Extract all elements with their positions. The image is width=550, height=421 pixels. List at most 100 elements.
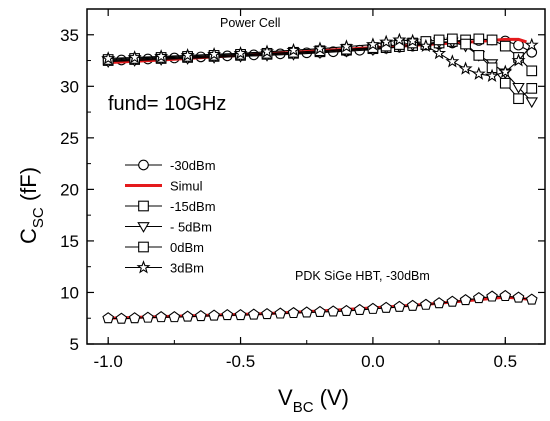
data-point bbox=[234, 309, 247, 321]
data-point bbox=[524, 37, 539, 52]
data-point bbox=[473, 50, 485, 61]
data-point bbox=[511, 53, 526, 67]
data-point bbox=[207, 47, 222, 61]
legend-label: -15dBm bbox=[170, 199, 216, 214]
data-point bbox=[418, 38, 433, 53]
data-point bbox=[260, 44, 275, 58]
y-tick-label: 25 bbox=[60, 129, 79, 148]
data-point bbox=[405, 33, 420, 47]
legend-item: 0dBm bbox=[125, 240, 204, 255]
data-point bbox=[512, 82, 525, 94]
data-point bbox=[137, 222, 150, 233]
data-point bbox=[312, 41, 327, 55]
data-point bbox=[379, 34, 394, 48]
data-point bbox=[458, 61, 473, 75]
data-point bbox=[181, 310, 194, 322]
data-point bbox=[127, 50, 142, 64]
data-point bbox=[101, 51, 116, 65]
data-point bbox=[486, 290, 498, 302]
data-point bbox=[339, 39, 354, 53]
data-point bbox=[393, 300, 406, 312]
series-layer bbox=[101, 32, 539, 324]
data-point bbox=[446, 295, 459, 307]
data-point bbox=[406, 299, 419, 311]
data-point bbox=[367, 302, 379, 314]
data-point bbox=[115, 312, 128, 324]
data-point bbox=[526, 65, 538, 77]
data-point bbox=[526, 83, 538, 94]
data-point bbox=[445, 54, 460, 68]
data-point bbox=[473, 33, 485, 45]
data-point bbox=[499, 40, 511, 52]
y-tick-label: 5 bbox=[70, 335, 79, 354]
legend-item: -15dBm bbox=[125, 199, 216, 214]
data-point bbox=[261, 307, 273, 320]
data-point bbox=[365, 37, 380, 51]
data-point bbox=[208, 309, 220, 321]
data-point bbox=[432, 45, 447, 60]
plot-frame bbox=[86, 8, 546, 345]
y-tick-label: 20 bbox=[60, 180, 79, 199]
data-point bbox=[498, 64, 513, 78]
data-point bbox=[340, 304, 353, 316]
data-point bbox=[433, 297, 445, 309]
x-tick-label: 0.5 bbox=[493, 352, 517, 371]
x-tick-label: -1.0 bbox=[94, 352, 123, 371]
data-point bbox=[168, 311, 181, 323]
x-tick-label: 0.0 bbox=[361, 352, 385, 371]
y-axis-title: CSC (fF) bbox=[16, 167, 47, 244]
data-point bbox=[155, 311, 167, 323]
data-point bbox=[247, 308, 260, 320]
axis-ticks: -1.0 -0.5 0.0 0.5 5 10 15 20 25 30 35 bbox=[60, 9, 545, 371]
series bbox=[101, 32, 539, 82]
data-point bbox=[525, 97, 538, 109]
data-point bbox=[138, 159, 149, 171]
annotation-pdk: PDK SiGe HBT, -30dBm bbox=[295, 269, 430, 283]
data-point bbox=[180, 48, 195, 62]
data-point bbox=[138, 241, 149, 253]
data-point bbox=[274, 307, 287, 319]
data-point bbox=[221, 309, 234, 321]
data-point bbox=[459, 294, 472, 306]
data-point bbox=[138, 200, 149, 212]
data-point bbox=[513, 93, 524, 105]
data-point bbox=[195, 310, 207, 322]
data-point bbox=[136, 260, 151, 274]
x-axis-title: VBC (V) bbox=[278, 385, 349, 416]
y-tick-label: 15 bbox=[60, 232, 79, 251]
legend-item: - 5dBm bbox=[125, 220, 212, 235]
data-point bbox=[525, 293, 538, 305]
data-point bbox=[471, 66, 486, 80]
data-point bbox=[392, 32, 407, 46]
data-point bbox=[499, 289, 512, 302]
annotation-power-cell: Power Cell bbox=[220, 16, 280, 30]
legend-label: -30dBm bbox=[170, 158, 216, 173]
legend-label: 0dBm bbox=[170, 240, 204, 255]
legend-item: 3dBm bbox=[125, 260, 204, 276]
y-tick-label: 10 bbox=[60, 283, 79, 302]
legend-item: -30dBm bbox=[125, 158, 216, 173]
data-point bbox=[102, 312, 115, 324]
x-tick-label: -0.5 bbox=[226, 352, 255, 371]
data-point bbox=[128, 312, 141, 324]
data-point bbox=[380, 301, 392, 313]
legend: -30dBm Simul -15dBm - 5dBm 0dBm 3dBm bbox=[125, 158, 216, 276]
data-point bbox=[472, 291, 485, 304]
data-point bbox=[353, 303, 366, 315]
legend-label: - 5dBm bbox=[170, 220, 212, 235]
data-point bbox=[287, 306, 300, 319]
data-point bbox=[433, 34, 445, 46]
data-point bbox=[233, 45, 248, 60]
data-point bbox=[460, 38, 471, 50]
legend-label: Simul bbox=[170, 179, 203, 194]
y-tick-label: 35 bbox=[60, 26, 79, 45]
annotation-fund: fund= 10GHz bbox=[108, 93, 226, 115]
data-point bbox=[499, 77, 511, 89]
y-tick-label: 30 bbox=[60, 77, 79, 96]
data-point bbox=[300, 306, 313, 318]
legend-label: 3dBm bbox=[170, 261, 204, 276]
data-point bbox=[420, 298, 432, 310]
data-point bbox=[446, 33, 458, 45]
